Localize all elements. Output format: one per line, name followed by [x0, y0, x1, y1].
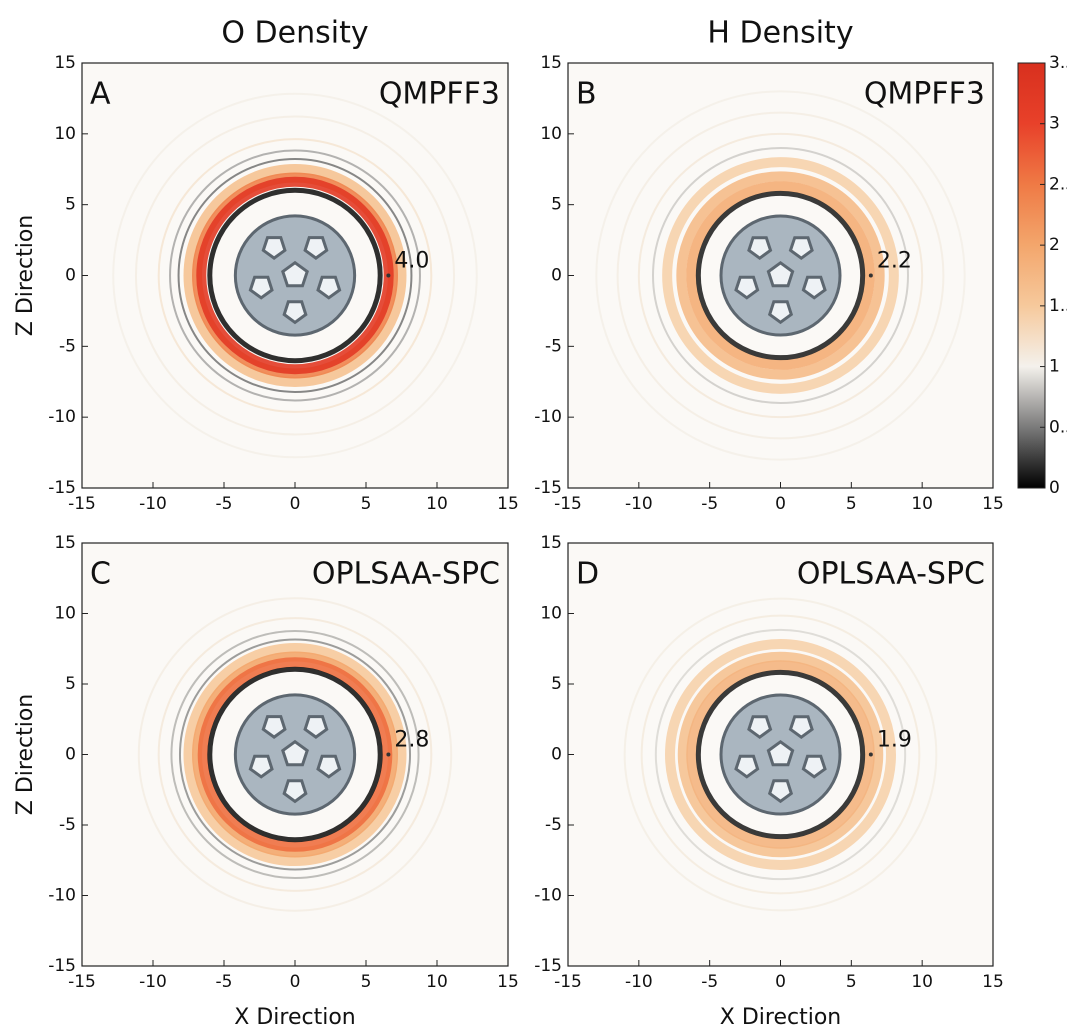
- x-tick-label: 10: [426, 972, 448, 992]
- y-tick-label: -10: [48, 886, 76, 906]
- x-axis-label: X Direction: [234, 1005, 355, 1030]
- x-tick-label: 10: [911, 972, 933, 992]
- fullerene: [235, 216, 354, 335]
- peak-label: 1.9: [877, 727, 912, 752]
- panel-letter: D: [576, 557, 599, 592]
- y-tick-label: -15: [48, 956, 76, 976]
- fullerene: [235, 695, 354, 814]
- model-label: OPLSAA-SPC: [797, 557, 985, 592]
- y-tick-label: -5: [545, 336, 562, 356]
- x-tick-label: 0: [290, 494, 301, 514]
- fullerene: [721, 695, 840, 814]
- colorbar-tick-label: 2: [1049, 235, 1060, 255]
- x-tick-label: -5: [701, 972, 718, 992]
- peak-label: 2.8: [394, 727, 429, 752]
- peak-label: 2.2: [877, 248, 912, 273]
- colorbar-tick-label: 0: [1049, 478, 1060, 498]
- peak-label: 4.0: [394, 248, 429, 273]
- x-tick-label: 15: [982, 494, 1004, 514]
- colorbar: [1018, 63, 1045, 488]
- peak-marker: [869, 753, 873, 757]
- y-tick-label: -10: [534, 407, 562, 427]
- x-tick-label: -10: [139, 494, 167, 514]
- x-axis-label: X Direction: [720, 1005, 841, 1030]
- colorbar-tick-label: 3.5: [1049, 53, 1067, 73]
- x-tick-label: -10: [139, 972, 167, 992]
- y-tick-label: 15: [540, 533, 562, 553]
- panel-letter: B: [576, 77, 597, 112]
- panel: -15-10-5051015-15-10-5051015BQMPFF32.2H …: [534, 16, 1004, 515]
- model-label: QMPFF3: [379, 77, 500, 112]
- x-tick-label: -5: [216, 494, 233, 514]
- y-tick-label: 10: [54, 604, 76, 624]
- model-label: OPLSAA-SPC: [312, 557, 500, 592]
- y-tick-label: 15: [54, 53, 76, 73]
- y-tick-label: 10: [540, 124, 562, 144]
- y-tick-label: 0: [551, 745, 562, 765]
- x-tick-label: 15: [497, 494, 519, 514]
- x-tick-label: -10: [625, 494, 653, 514]
- panel: -15-10-5051015-15-10-5051015COPLSAA-SPC2…: [13, 533, 519, 1030]
- y-tick-label: 15: [54, 533, 76, 553]
- y-tick-label: -15: [48, 478, 76, 498]
- y-tick-label: 5: [551, 195, 562, 215]
- y-axis-label: Z Direction: [13, 694, 38, 815]
- colorbar-tick-label: 3: [1049, 114, 1060, 134]
- x-tick-label: -5: [216, 972, 233, 992]
- x-tick-label: 5: [361, 972, 372, 992]
- x-tick-label: 10: [426, 494, 448, 514]
- fullerene: [721, 216, 840, 335]
- model-label: QMPFF3: [864, 77, 985, 112]
- column-title: O Density: [221, 16, 368, 51]
- y-tick-label: -5: [59, 815, 76, 835]
- colorbar-tick-label: 2.5: [1049, 174, 1067, 194]
- peak-marker: [869, 274, 873, 278]
- y-tick-label: 0: [65, 266, 76, 286]
- y-tick-label: 0: [65, 745, 76, 765]
- x-tick-label: -10: [625, 972, 653, 992]
- y-tick-label: 5: [65, 674, 76, 694]
- colorbar-tick-label: 1.5: [1049, 296, 1067, 316]
- column-title: H Density: [707, 16, 853, 51]
- y-tick-label: -5: [545, 815, 562, 835]
- y-tick-label: -10: [534, 886, 562, 906]
- x-tick-label: 15: [497, 972, 519, 992]
- figure: -15-10-5051015-15-10-5051015AQMPFF34.0O …: [0, 0, 1067, 1031]
- colorbar-tick-label: 1: [1049, 357, 1060, 377]
- x-tick-label: 5: [846, 494, 857, 514]
- x-tick-label: 5: [361, 494, 372, 514]
- x-tick-label: 0: [290, 972, 301, 992]
- y-tick-label: 10: [540, 604, 562, 624]
- y-tick-label: 5: [551, 674, 562, 694]
- y-tick-label: -15: [534, 956, 562, 976]
- y-tick-label: -10: [48, 407, 76, 427]
- y-tick-label: -5: [59, 336, 76, 356]
- x-tick-label: 0: [775, 972, 786, 992]
- x-tick-label: 15: [982, 972, 1004, 992]
- colorbar-tick-label: 0.5: [1049, 417, 1067, 437]
- x-tick-label: 0: [775, 494, 786, 514]
- y-tick-label: 0: [551, 266, 562, 286]
- x-tick-label: -5: [701, 494, 718, 514]
- y-tick-label: 10: [54, 124, 76, 144]
- peak-marker: [386, 753, 390, 757]
- y-axis-label: Z Direction: [13, 215, 38, 336]
- panel-letter: C: [90, 557, 111, 592]
- y-tick-label: 15: [540, 53, 562, 73]
- x-tick-label: 10: [911, 494, 933, 514]
- panel: -15-10-5051015-15-10-5051015AQMPFF34.0O …: [13, 16, 519, 515]
- panel-letter: A: [90, 77, 111, 112]
- peak-marker: [386, 274, 390, 278]
- x-tick-label: 5: [846, 972, 857, 992]
- y-tick-label: -15: [534, 478, 562, 498]
- y-tick-label: 5: [65, 195, 76, 215]
